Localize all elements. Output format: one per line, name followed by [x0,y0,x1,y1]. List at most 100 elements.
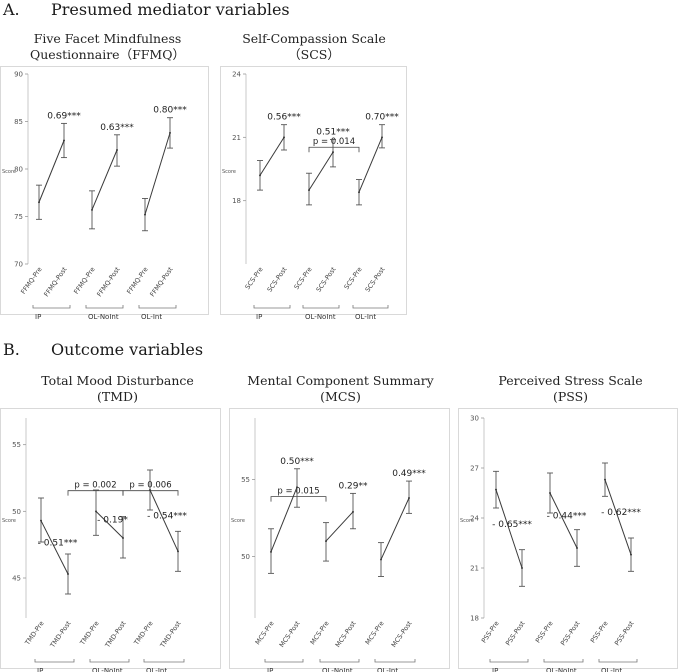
tmd-point-2-post [177,550,179,553]
mcs-group-bracket-1 [319,659,360,663]
mcs-effect-label-2: 0.49*** [392,469,426,479]
ffmq-chart-title: Five Facet Mindfulness Questionnaire（FFM… [0,31,215,63]
ffmq-group-bracket-0 [32,305,71,309]
scs-series-line-1 [308,151,334,191]
pss-y-tick-label-2: 24 [470,515,479,523]
pss-point-0-pre [495,488,497,491]
section-a-heading: A. Presumed mediator variables [3,0,290,19]
scs-y-tick-label-2: 24 [232,71,241,79]
scs-group-bracket-1 [302,305,340,309]
ffmq-y-tick-label-0: 70 [14,261,23,269]
scs-effect-label-1: 0.51*** [316,127,350,137]
scs-title-line-2: （SCS） [288,47,340,62]
scs-group-label-2: OL-Int [355,313,376,321]
pss-title-line-1: Perceived Stress Scale [498,373,643,388]
mcs-chart: 50 55 Score p = 0.015 0.50*** IP 0.29** OL-NoIn… [229,408,450,672]
mcs-point-1-post [352,510,354,513]
ffmq-point-2-pre [144,213,146,216]
mcs-frame [229,408,450,669]
pss-series-line-2 [604,479,632,555]
ffmq-point-2-post [169,131,171,134]
ffmq-effect-label-0: 0.69*** [47,111,81,121]
tmd-group-bracket-2 [143,659,185,663]
section-b-heading: B. Outcome variables [3,340,203,359]
mcs-series-line-2 [380,497,410,560]
ffmq-y-tick-label-1: 75 [14,213,23,221]
scs-series-line-0 [259,137,285,176]
tmd-series-line-1 [95,510,124,539]
pss-y-tick-label-1: 21 [470,565,479,573]
tmd-y-tick-label-0: 45 [12,575,21,583]
ffmq-category-label-2: FFMQ-Pre [72,266,96,296]
scs-category-label-4: SCS-Pre [342,266,363,291]
scs-point-1-pre [308,189,310,192]
scs-point-0-pre [259,174,261,177]
mcs-series-line-1 [325,511,354,542]
mcs-point-0-pre [270,550,272,553]
ffmq-series-line-2 [144,132,171,215]
mcs-title-line-1: Mental Component Summary [247,373,434,388]
pss-category-label-4: PSS-Pre [589,620,610,645]
tmd-category-label-5: TMD-Post [158,619,183,650]
tmd-category-label-2: TMD-Pre [78,620,101,648]
pss-point-0-post [521,567,523,569]
mcs-category-label-0: MCS-Pre [254,620,276,647]
tmd-point-2-pre [149,489,151,491]
pss-point-2-post [630,553,632,556]
mcs-comparison-bracket-0 [270,496,327,502]
scs-category-label-1: SCS-Post [266,265,289,293]
scs-category-label-0: SCS-Pre [243,266,264,291]
scs-comparison-bracket-0 [308,146,360,153]
scs-y-axis-label: Score [222,169,236,175]
ffmq-group-bracket-2 [138,305,177,309]
ffmq-group-label-2: OL-Int [141,313,162,321]
scs-group-label-0: IP [256,313,262,321]
ffmq-chart: 70 75 80 85 90 Score 0.69*** IP 0.63*** OL-NoInt 0… [0,66,209,321]
mcs-category-label-2: MCS-Pre [309,620,331,647]
pss-group-bracket-1 [543,659,584,663]
mcs-category-label-3: MCS-Post [334,619,358,649]
pss-series-line-0 [495,489,523,569]
mcs-category-label-1: MCS-Post [278,619,302,649]
scs-frame [220,66,407,315]
ffmq-series-line-1 [91,149,118,211]
section-b-letter: B. [3,340,20,359]
tmd-group-bracket-0 [34,659,75,663]
mcs-y-tick-label-1: 55 [241,476,250,484]
tmd-category-label-0: TMD-Pre [23,620,46,648]
ffmq-group-label-0: IP [35,313,41,321]
tmd-category-label-1: TMD-Post [48,619,73,650]
pss-effect-label-0: - 0.65*** [492,520,532,530]
ffmq-category-label-0: FFMQ-Pre [19,266,43,296]
pss-effect-label-2: - 0.62*** [601,508,641,518]
tmd-title-line-2: (TMD) [97,389,138,404]
scs-point-2-post [381,136,383,139]
mcs-group-bracket-2 [374,659,416,663]
ffmq-effect-label-1: 0.63*** [100,123,134,133]
pss-category-label-2: PSS-Pre [534,620,555,645]
scs-point-2-pre [358,191,360,194]
tmd-y-tick-label-2: 55 [12,441,21,449]
tmd-frame [0,408,221,669]
ffmq-point-1-post [116,149,118,151]
mcs-category-label-4: MCS-Pre [364,620,386,647]
tmd-point-1-post [122,537,124,539]
ffmq-frame [0,66,209,315]
mcs-point-2-post [408,497,410,499]
tmd-group-label-0: IP [37,667,43,672]
ffmq-category-label-4: FFMQ-Pre [125,266,149,296]
pss-y-tick-label-4: 30 [470,415,479,423]
tmd-point-1-pre [95,510,97,513]
scs-group-bracket-0 [253,305,291,309]
pss-group-label-2: OL-Int [601,667,622,672]
scs-series-line-2 [358,137,383,193]
scs-chart-title: Self-Compassion Scale （SCS） [218,31,410,63]
pss-point-1-post [576,547,578,549]
ffmq-y-tick-label-2: 80 [14,166,23,174]
mcs-group-label-0: IP [267,667,273,672]
scs-y-tick-label-1: 21 [232,134,241,142]
pss-y-tick-label-3: 27 [470,465,479,473]
ffmq-title-line-2: Questionnaire（FFMQ） [30,47,185,62]
tmd-series-line-0 [40,520,69,575]
pss-series-line-1 [549,492,578,549]
